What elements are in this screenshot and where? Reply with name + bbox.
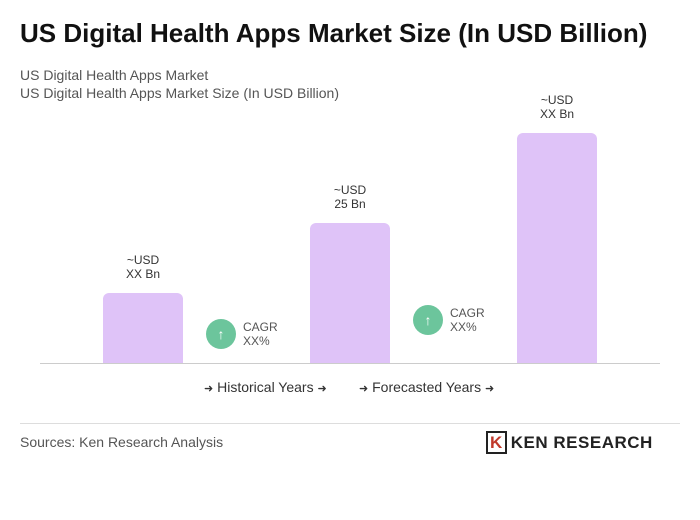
legend-item: ➜ Historical Years ➜ bbox=[204, 379, 327, 395]
cagr-icon: ↑ bbox=[206, 319, 236, 349]
annotation: CAGR XX% bbox=[243, 320, 278, 348]
subtitle: US Digital Health Apps Market bbox=[20, 67, 209, 83]
value-label: ~USD XX Bn bbox=[539, 93, 575, 121]
logo-text: KEN RESEARCH bbox=[510, 433, 653, 452]
cagr-icon: ↑ bbox=[413, 305, 443, 335]
legend-label: Forecasted Years bbox=[372, 379, 482, 395]
bar bbox=[517, 133, 597, 363]
bar bbox=[310, 222, 390, 363]
value-label: ~USD XX Bn bbox=[125, 252, 161, 281]
chart-title: US Digital Health Apps Market Size (In U… bbox=[20, 18, 648, 48]
subtitle: US Digital Health Apps Market Size (In U… bbox=[20, 85, 340, 101]
logo: K KEN RESEARCH bbox=[486, 431, 653, 454]
annotation: CAGR XX% bbox=[450, 306, 485, 334]
separator bbox=[20, 423, 680, 424]
value-label: ~USD 25 Bn bbox=[333, 182, 367, 211]
legend-label: Historical Years bbox=[217, 379, 314, 395]
source: Sources: Ken Research Analysis bbox=[20, 434, 224, 450]
baseline bbox=[40, 363, 660, 364]
bar bbox=[103, 292, 183, 363]
legend-item: ➜ Forecasted Years ➜ bbox=[359, 379, 495, 395]
